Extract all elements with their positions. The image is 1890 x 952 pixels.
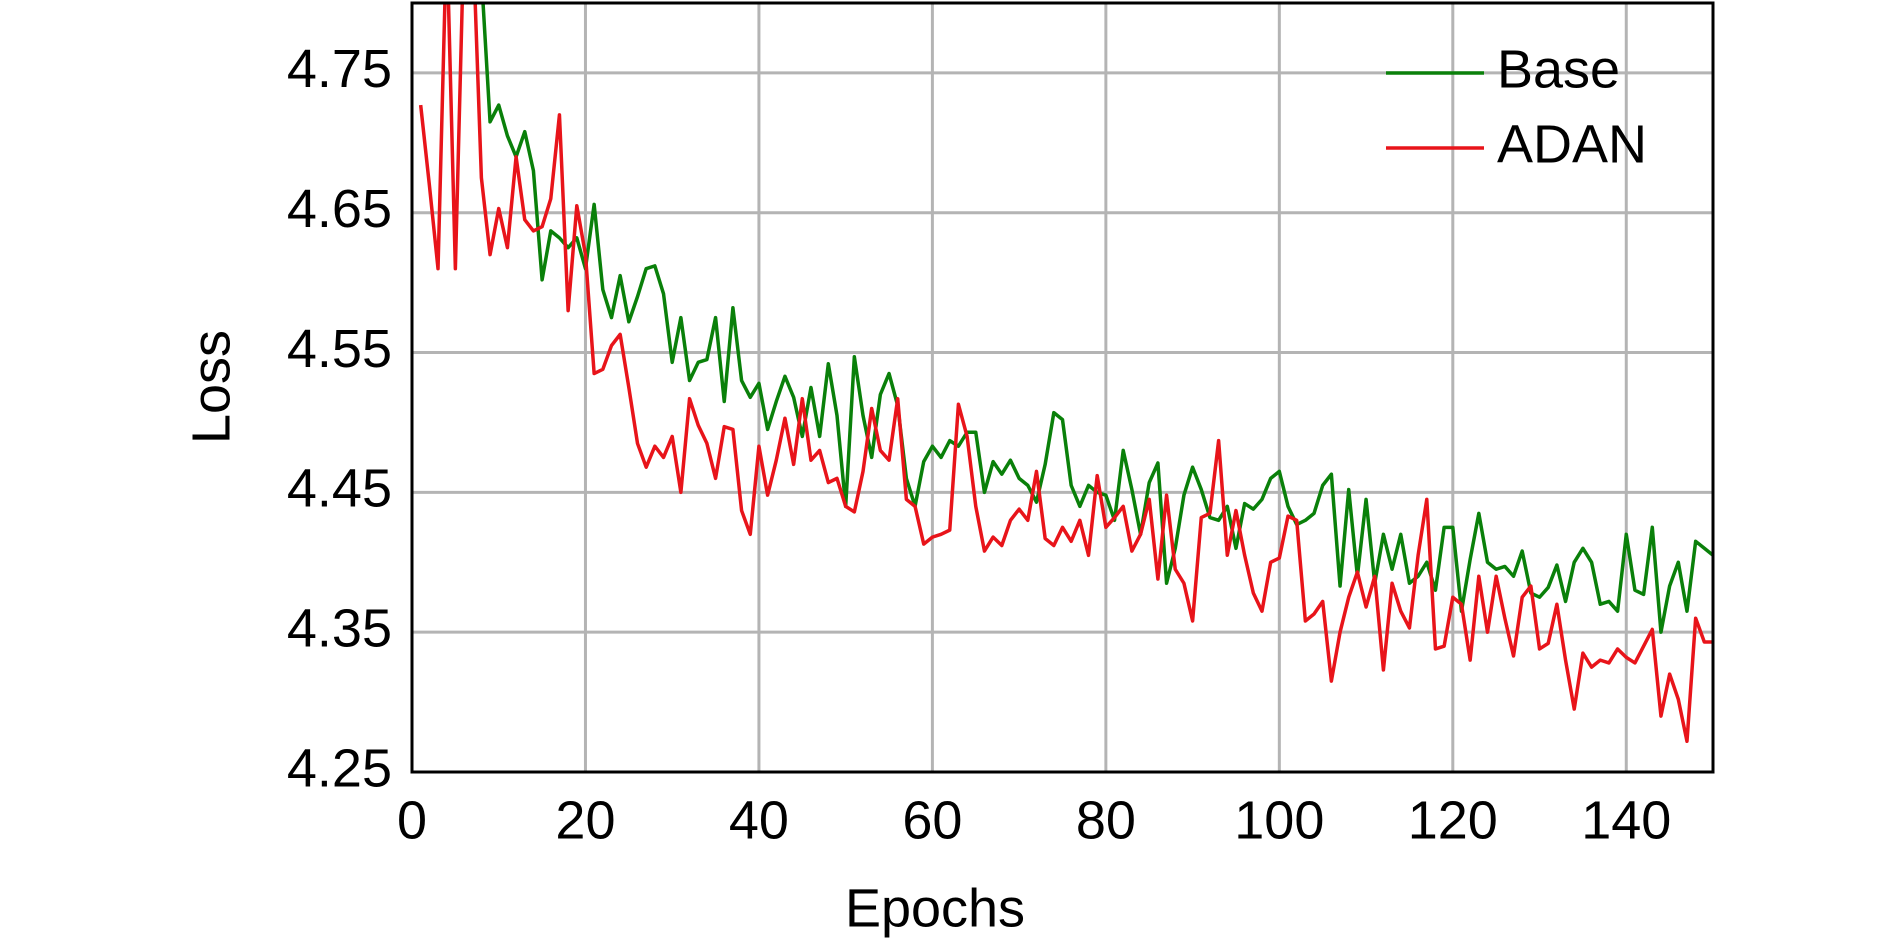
legend-label: ADAN xyxy=(1497,114,1647,174)
y-tick-label: 4.35 xyxy=(287,598,392,658)
y-tick-label: 4.45 xyxy=(287,459,392,519)
x-tick-label: 140 xyxy=(1581,790,1671,850)
y-tick-label: 4.65 xyxy=(287,179,392,239)
x-tick-label: 0 xyxy=(397,790,427,850)
x-axis-label: Epochs xyxy=(845,878,1025,938)
x-tick-label: 80 xyxy=(1076,790,1136,850)
x-tick-label: 40 xyxy=(729,790,789,850)
axes-frame xyxy=(410,1,1715,774)
legend-label: Base xyxy=(1497,39,1620,99)
y-tick-label: 4.75 xyxy=(287,39,392,99)
y-tick-label: 4.25 xyxy=(287,738,392,798)
x-tick-label: 60 xyxy=(902,790,962,850)
x-tick-label: 100 xyxy=(1234,790,1324,850)
y-tick-label: 4.55 xyxy=(287,319,392,379)
x-tick-label: 120 xyxy=(1408,790,1498,850)
y-axis-label: Loss xyxy=(181,330,241,444)
x-tick-label: 20 xyxy=(555,790,615,850)
data-line xyxy=(481,3,1713,634)
plot-area xyxy=(418,3,1713,743)
data-line xyxy=(418,3,1713,743)
